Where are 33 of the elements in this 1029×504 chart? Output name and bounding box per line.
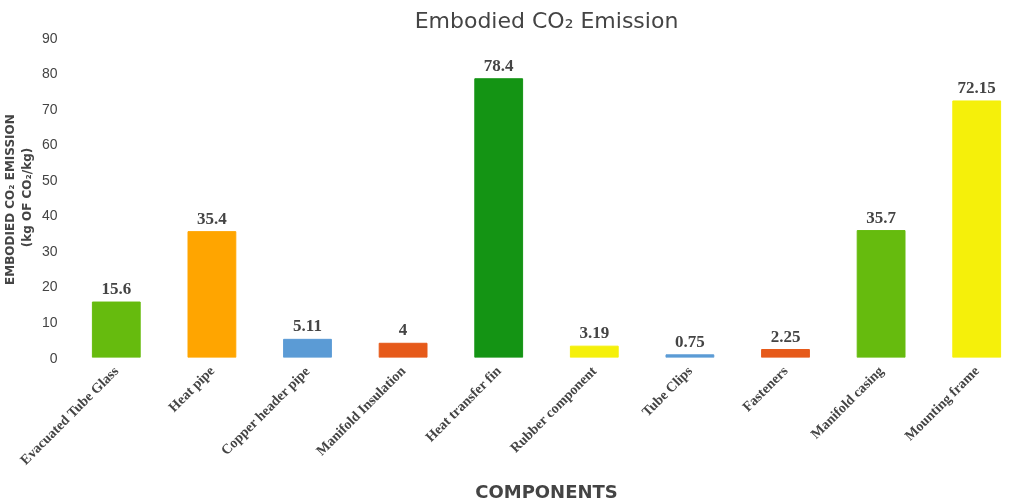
data-label: 4 — [398, 320, 408, 340]
y-tick-label: 60 — [41, 136, 58, 153]
data-label: 15.6 — [101, 279, 132, 299]
data-label: 2.25 — [770, 326, 801, 346]
bar — [187, 231, 237, 358]
bar — [283, 338, 332, 358]
bar — [378, 342, 428, 358]
data-label: 35.4 — [197, 208, 228, 228]
data-label: 72.15 — [957, 77, 996, 97]
bar — [761, 349, 810, 358]
data-label: 5.11 — [293, 316, 322, 336]
bar — [569, 345, 619, 358]
y-tick-label: 0 — [49, 349, 58, 366]
y-axis-title: EMBODIED CO₂ EMISSION (kg OF CO₂/kg) — [3, 114, 34, 285]
data-label: 35.7 — [866, 207, 897, 227]
y-tick-label: 80 — [41, 65, 58, 82]
bar — [856, 230, 906, 358]
bar — [665, 354, 715, 358]
data-label: 3.19 — [579, 323, 610, 343]
y-tick-label: 90 — [41, 29, 58, 46]
bar — [91, 301, 141, 358]
bar — [952, 100, 1002, 358]
y-tick-label: 10 — [41, 313, 58, 330]
y-tick-label: 70 — [41, 100, 58, 117]
y-tick-label: 30 — [41, 242, 58, 259]
y-tick-label: 20 — [41, 278, 58, 295]
data-label: 78.4 — [483, 55, 515, 75]
y-tick-label: 50 — [41, 171, 58, 188]
chart-title: Embodied CO₂ Emission — [414, 7, 679, 33]
data-label: 0.75 — [675, 331, 705, 351]
bar — [474, 78, 524, 358]
y-tick-label: 40 — [41, 207, 58, 224]
x-axis-title: COMPONENTS — [475, 480, 618, 502]
